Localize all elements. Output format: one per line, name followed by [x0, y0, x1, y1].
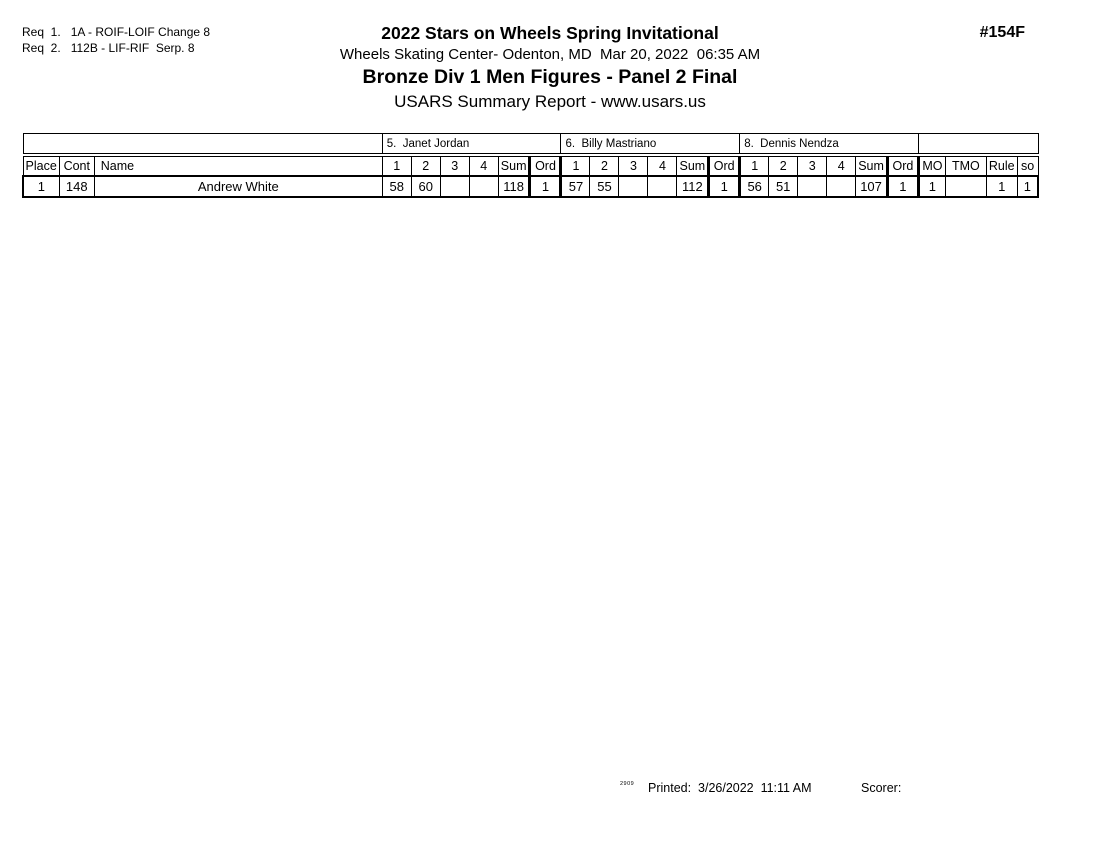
requirement-line-1: Req 1. 1A - ROIF-LOIF Change 8	[22, 25, 211, 39]
judge-header-3: 8. Dennis Nendza	[739, 133, 919, 154]
cell-rule: 1	[985, 174, 1018, 198]
event-title: Bronze Div 1 Men Figures - Panel 2 Final	[362, 66, 738, 88]
cell-j3-score3	[797, 174, 828, 198]
col-header-j2-2: 2	[589, 156, 620, 176]
cell-j2-sum: 112	[676, 174, 710, 198]
cell-j1-score4	[468, 174, 499, 198]
col-header-j1-ord: Ord	[528, 156, 563, 176]
column-header-row: Place Cont Name 1 2 3 4 Sum Ord 1 2 3 4 …	[22, 156, 1039, 176]
cell-tmo	[944, 174, 987, 198]
col-header-j2-sum: Sum	[676, 156, 710, 176]
col-header-j2-4: 4	[647, 156, 678, 176]
col-header-rule: Rule	[985, 156, 1018, 176]
col-header-j3-ord: Ord	[885, 156, 920, 176]
report-type-line: USARS Summary Report - www.usars.us	[394, 92, 706, 111]
footer-printed-line: Printed: 3/26/2022 11:11 AM	[648, 781, 812, 795]
cell-j2-score4	[647, 174, 678, 198]
result-row: 1 148 Andrew White 58 60 118 1 57 55 112…	[21, 174, 1040, 198]
footer-version-code: 2909	[620, 781, 635, 787]
col-header-name: Name	[93, 156, 383, 176]
event-number: #154F	[979, 24, 1025, 41]
footer-scorer-label: Scorer:	[861, 781, 902, 795]
cell-j1-score1: 58	[381, 174, 412, 198]
judge-header-2: 6. Billy Mastriano	[560, 133, 741, 154]
cell-mo: 1	[917, 174, 946, 198]
judge-header-1: 5. Janet Jordan	[381, 133, 562, 154]
requirement-line-2: Req 2. 112B - LIF-RIF Serp. 8	[22, 41, 195, 55]
cell-j2-score1: 57	[560, 174, 591, 198]
col-header-j2-3: 3	[618, 156, 649, 176]
col-header-j1-3: 3	[439, 156, 470, 176]
cell-j3-ord: 1	[885, 174, 920, 198]
col-header-j3-3: 3	[797, 156, 828, 176]
col-header-j3-4: 4	[826, 156, 857, 176]
col-header-place: Place	[22, 156, 60, 176]
cell-place: 1	[21, 174, 60, 198]
col-header-j3-sum: Sum	[855, 156, 888, 176]
col-header-j1-sum: Sum	[497, 156, 531, 176]
col-header-so: so	[1016, 156, 1039, 176]
cell-j3-score1: 56	[739, 174, 770, 198]
judge-row-right-spacer	[917, 133, 1039, 154]
judge-row-left-spacer	[22, 133, 383, 154]
results-table: 5. Janet Jordan 6. Billy Mastriano 8. De…	[21, 133, 1040, 198]
cell-so: 1	[1016, 174, 1040, 198]
cell-j2-ord: 1	[707, 174, 742, 198]
cell-j2-score2: 55	[589, 174, 620, 198]
competition-title: 2022 Stars on Wheels Spring Invitational	[381, 23, 719, 43]
col-header-j1-4: 4	[468, 156, 499, 176]
col-header-j1-2: 2	[410, 156, 441, 176]
cell-j1-sum: 118	[497, 174, 531, 198]
cell-j3-score2: 51	[768, 174, 799, 198]
cell-j1-ord: 1	[528, 174, 563, 198]
col-header-j2-ord: Ord	[707, 156, 742, 176]
cell-j1-score3	[439, 174, 470, 198]
requirements-block: Req 1. 1A - ROIF-LOIF Change 8 Req 2. 11…	[22, 24, 210, 56]
cell-cont: 148	[58, 174, 95, 198]
col-header-cont: Cont	[58, 156, 95, 176]
col-header-j1-1: 1	[381, 156, 412, 176]
cell-j3-score4	[826, 174, 857, 198]
col-header-j3-2: 2	[768, 156, 799, 176]
col-header-j3-1: 1	[739, 156, 770, 176]
col-header-j2-1: 1	[560, 156, 591, 176]
title-block: 2022 Stars on Wheels Spring Invitational…	[0, 23, 1100, 113]
cell-j2-score3	[618, 174, 649, 198]
judge-name-row: 5. Janet Jordan 6. Billy Mastriano 8. De…	[22, 133, 1039, 154]
cell-j1-score2: 60	[410, 174, 441, 198]
venue-date-line: Wheels Skating Center- Odenton, MD Mar 2…	[339, 46, 761, 63]
col-header-mo: MO	[917, 156, 946, 176]
cell-skater-name: Andrew White	[93, 174, 383, 198]
col-header-tmo: TMO	[944, 156, 987, 176]
cell-j3-sum: 107	[855, 174, 888, 198]
